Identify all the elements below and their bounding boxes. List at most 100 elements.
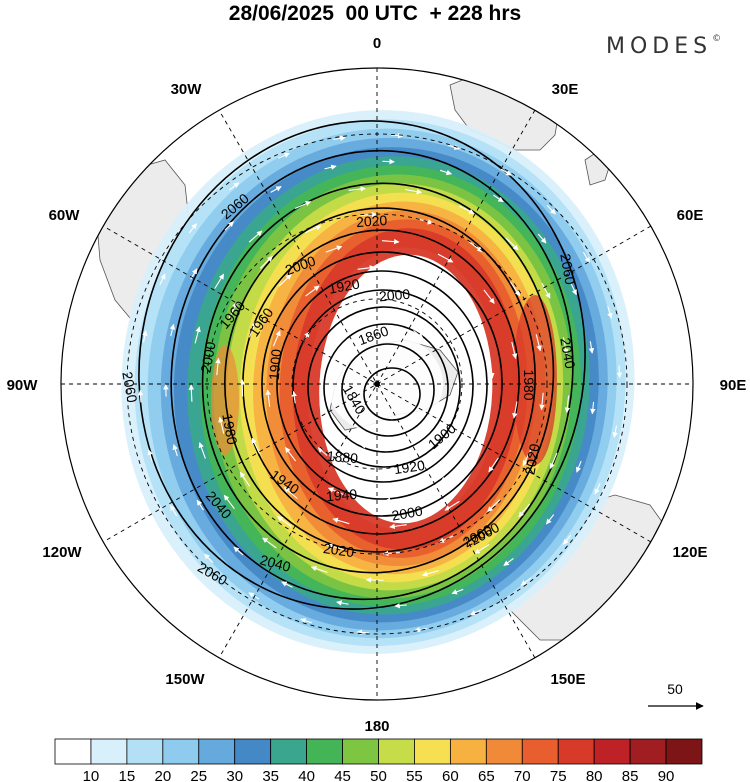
wind-arrow [405,297,418,304]
wind-arrow [489,361,495,379]
modes-logo: MODES© [606,34,721,59]
colorbar-swatch [557,738,595,765]
wind-arrow [259,256,273,269]
wind-arrow [415,272,433,281]
wind-arrow [382,158,395,165]
wind-arrow [394,602,407,609]
contour-label: 1920 [327,275,361,296]
colorbar-swatch [665,738,703,765]
colorbar-tick-label: 75 [550,768,567,782]
colorbar-tick-label: 30 [226,768,243,782]
lon-label-30w: 30W [171,81,203,98]
colorbar-tick-label: 70 [514,768,531,782]
wind-arrow [360,319,373,325]
contour-1880 [323,323,449,453]
wind-arrow [270,186,282,193]
wind-arrow [281,581,293,588]
wind-arrow [607,306,613,319]
wind-band [292,228,519,550]
wind-arrow [564,395,571,414]
wind-arrow [278,274,292,287]
wind-arrow [170,505,178,517]
wind-arrow [188,384,195,402]
wind-arrow [428,450,440,459]
wind-arrow [291,390,297,404]
wind-arrow [188,223,198,234]
colorbar-tick-label: 60 [442,768,459,782]
wind-arrow [262,537,277,549]
wind-arrow [248,321,257,338]
wind-arrow [537,233,547,244]
wind-arrow [390,132,404,139]
wind-arrow [336,600,349,606]
meridian-30e [218,109,536,659]
wind-arrow [346,295,359,302]
colorbar-tick-label: 35 [262,768,279,782]
wind-arrow [616,365,623,379]
colorbar-tick-label: 15 [119,768,136,782]
wind-arrow [248,592,260,600]
contour-label: 1900 [266,348,285,381]
south-pole-marker [374,381,380,387]
wind-arrow [272,330,281,347]
colorbar-swatch [449,738,487,765]
contour-1980 [242,229,520,535]
wind-arrow [439,169,453,176]
wind-arrow [359,211,378,218]
wind-arrow [223,494,235,510]
wind-arrow [277,516,292,527]
colorbar-swatch [593,738,631,765]
wind-arrow [326,543,344,551]
map-title: 28/06/2025 00 UTC + 228 hrs [228,2,522,25]
wind-arrow [509,281,521,297]
colorbar-swatch [414,738,451,765]
lon-label-180: 180 [364,718,389,735]
colorbar-tick-label: 90 [658,768,675,782]
wind-arrow [324,164,337,170]
contour-2060-outer [138,120,586,610]
wind-arrow [389,523,407,530]
wind-arrow [194,326,201,344]
colorbar-swatch [270,738,308,765]
wind-arrow [321,405,328,418]
colorbar-tick-label: 65 [478,768,495,782]
contour-label: 2020 [356,212,388,230]
contour-label: 2020 [322,540,355,560]
meridian-120e [102,225,652,543]
colorbar-tick-label: 85 [622,768,639,782]
wind-arrow [541,282,551,299]
colorbar-swatch [342,738,379,765]
wind-arrow [159,273,166,286]
contour-1920 [292,289,474,483]
wind-arrow [224,221,234,231]
wind-arrow [470,609,482,616]
wind-arrow [251,437,260,454]
wind-arrow [545,514,555,525]
wind-arrow [332,517,350,525]
wind-arrow [204,553,214,563]
wind-arrow [539,392,545,411]
wind-arrow [447,144,460,150]
contour-label: 2000 [197,340,218,374]
contour-label: 2000 [378,286,411,305]
wind-arrow [327,487,345,496]
lon-label-60e: 60E [677,207,704,224]
lon-label-120w: 120W [42,544,82,561]
wind-arrow [305,225,322,234]
wind-arrow [384,497,403,503]
wind-arrow [503,557,514,567]
contour-label: 2040 [557,336,578,370]
wind-arrow [582,251,590,263]
height-contours [138,120,586,610]
wind-arrow [169,323,176,337]
contour-2000 [224,207,536,553]
contour-1900 [307,306,461,468]
contour-label: 2060 [557,252,578,286]
wind-arrow [518,503,531,518]
wind-arrow [239,379,245,397]
contour-1940 [276,270,488,500]
wind-arrow [228,301,238,318]
wind-arrow [500,168,512,176]
wind-arrow [317,447,328,456]
colorbar-tick-label: 80 [586,768,603,782]
